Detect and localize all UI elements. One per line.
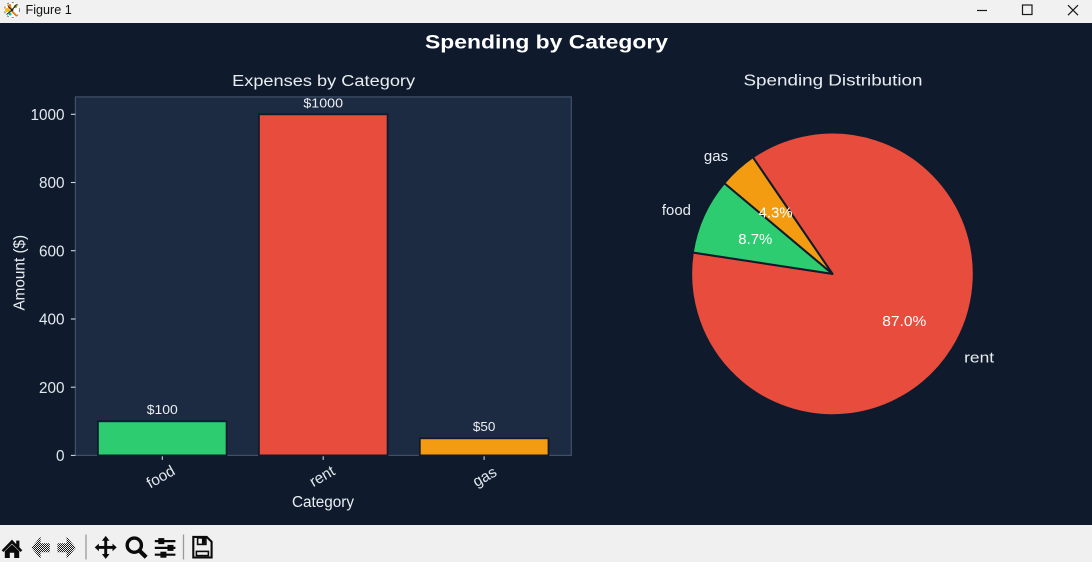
svg-text:food: food [662, 202, 691, 219]
svg-text:gas: gas [704, 148, 728, 165]
svg-text:Spending Distribution: Spending Distribution [744, 72, 923, 89]
svg-text:Amount ($): Amount ($) [11, 235, 28, 311]
svg-text:1000: 1000 [30, 107, 64, 124]
svg-text:400: 400 [39, 312, 65, 329]
svg-text:200: 200 [39, 380, 65, 397]
svg-text:800: 800 [39, 175, 65, 192]
svg-text:4.3%: 4.3% [759, 206, 793, 222]
svg-text:8.7%: 8.7% [738, 232, 772, 248]
svg-text:Expenses by Category: Expenses by Category [232, 73, 415, 90]
svg-text:Category: Category [292, 494, 354, 511]
svg-text:0: 0 [56, 448, 65, 465]
svg-text:$1000: $1000 [303, 96, 343, 111]
svg-text:600: 600 [39, 243, 65, 260]
svg-text:$50: $50 [473, 419, 496, 434]
svg-text:87.0%: 87.0% [882, 314, 926, 330]
svg-text:Spending by Category: Spending by Category [425, 33, 669, 54]
svg-text:rent: rent [964, 349, 995, 366]
svg-text:$100: $100 [147, 402, 178, 417]
